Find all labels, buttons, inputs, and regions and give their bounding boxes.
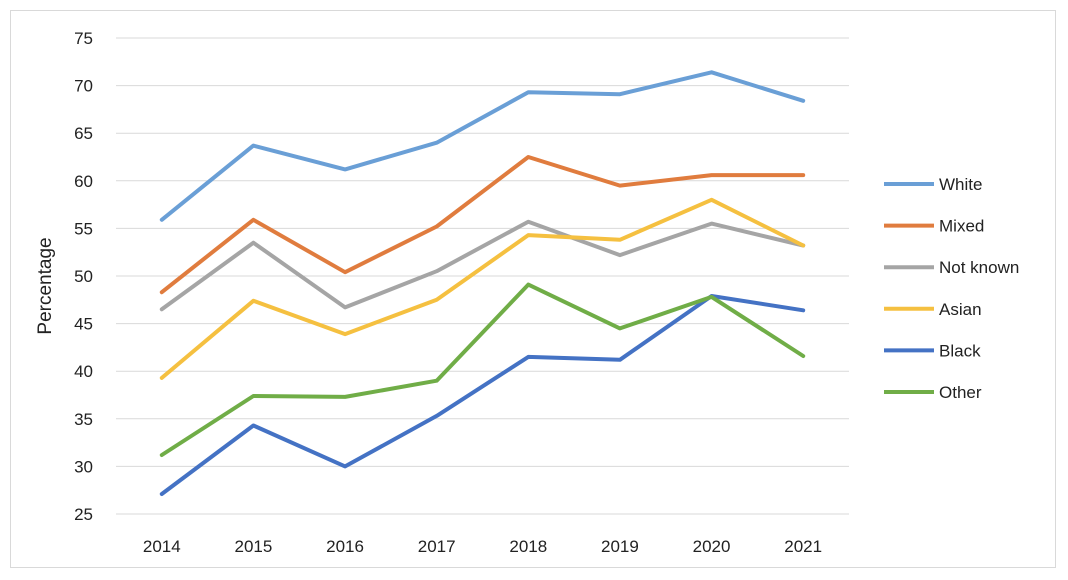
x-tick-label: 2014 bbox=[143, 537, 181, 556]
y-tick-label: 35 bbox=[74, 410, 93, 429]
x-tick-label: 2017 bbox=[418, 537, 456, 556]
series-line-white bbox=[159, 70, 806, 222]
legend: White Mixed Not known Asian Black Other bbox=[884, 175, 1019, 402]
y-tick-label: 70 bbox=[74, 77, 93, 96]
series-line-not-known bbox=[159, 219, 806, 312]
legend-label-other: Other bbox=[939, 383, 982, 402]
legend-label-asian: Asian bbox=[939, 300, 982, 319]
x-tick-label: 2019 bbox=[601, 537, 639, 556]
x-tick-label: 2016 bbox=[326, 537, 364, 556]
y-tick-label: 75 bbox=[74, 29, 93, 48]
y-tick-label: 55 bbox=[74, 219, 93, 238]
y-tick-label: 65 bbox=[74, 124, 93, 143]
y-tick-label: 25 bbox=[74, 505, 93, 524]
x-tick-label: 2018 bbox=[509, 537, 547, 556]
series-line-mixed bbox=[159, 155, 806, 295]
y-axis-ticks: 25 30 35 40 45 50 55 60 65 70 75 bbox=[74, 29, 93, 524]
series-lines bbox=[159, 70, 806, 496]
x-tick-label: 2015 bbox=[235, 537, 273, 556]
legend-label-not-known: Not known bbox=[939, 258, 1019, 277]
chart-frame: 25 30 35 40 45 50 55 60 65 70 75 2014 2015 2016 2017 2… bbox=[10, 10, 1056, 568]
y-tick-label: 50 bbox=[74, 267, 93, 286]
y-tick-label: 40 bbox=[74, 362, 93, 381]
x-tick-label: 2020 bbox=[693, 537, 731, 556]
y-tick-label: 60 bbox=[74, 172, 93, 191]
legend-label-black: Black bbox=[939, 341, 981, 360]
gridlines bbox=[116, 37, 849, 515]
series-line-black bbox=[159, 294, 806, 496]
x-tick-label: 2021 bbox=[784, 537, 822, 556]
y-axis-title: Percentage bbox=[35, 237, 56, 334]
y-tick-label: 30 bbox=[74, 457, 93, 476]
series-line-asian bbox=[159, 197, 806, 380]
legend-label-white: White bbox=[939, 175, 982, 194]
series-line-other bbox=[159, 282, 806, 457]
legend-label-mixed: Mixed bbox=[939, 217, 984, 236]
x-axis-ticks: 2014 2015 2016 2017 2018 2019 2020 2021 bbox=[143, 537, 822, 556]
y-tick-label: 45 bbox=[74, 315, 93, 334]
